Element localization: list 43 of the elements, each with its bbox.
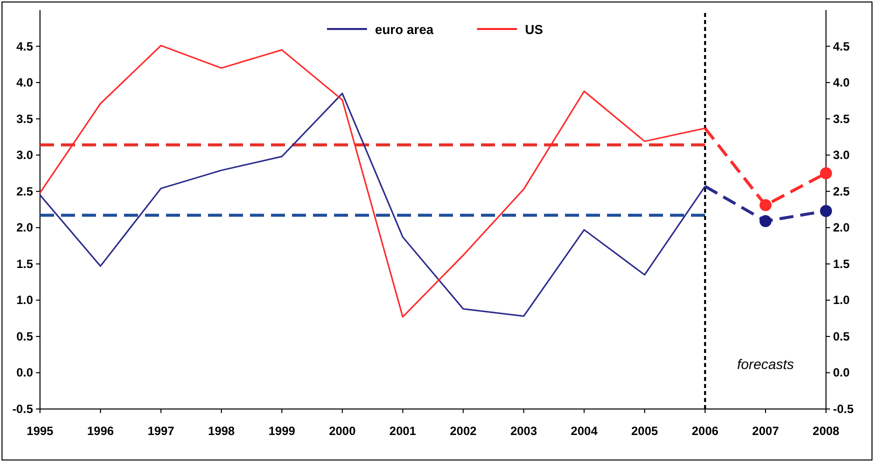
x-tick-label: 2008 (812, 424, 840, 438)
x-tick-label: 1999 (268, 424, 296, 438)
x-tick-label: 2007 (752, 424, 780, 438)
x-tick-label: 1997 (148, 424, 175, 438)
y2-tick-label: 4.0 (833, 76, 850, 90)
point (760, 199, 772, 212)
y2-tick-label: 0.0 (833, 366, 850, 380)
x-tick-label: 2004 (570, 424, 598, 438)
y-tick-label: 0.0 (16, 366, 34, 380)
y-tick-label: 1.5 (16, 256, 34, 271)
point (760, 215, 772, 228)
annotation: forecasts (737, 356, 794, 372)
y-tick-label: 2.5 (16, 184, 34, 198)
y-tick-label: 1.0 (16, 293, 34, 308)
x-tick-label: 2006 (692, 424, 719, 438)
y-tick-label: 4.5 (16, 39, 34, 54)
x-tick-label: 1998 (208, 424, 236, 438)
y2-tick-label: 1.0 (833, 293, 850, 308)
y-tick-label: 4.0 (16, 76, 34, 90)
y-tick-label: -0.5 (12, 402, 34, 416)
y-tick-label: 2.0 (16, 220, 34, 235)
x-tick-label: 2001 (389, 424, 416, 438)
x-tick-label: 2005 (631, 424, 658, 438)
y2-tick-label: 2.0 (833, 220, 850, 235)
x-tick-label: 2000 (328, 424, 356, 438)
y2-tick-label: 1.5 (833, 256, 850, 271)
y2-tick-label: 0.5 (833, 329, 850, 344)
y2-tick-label: 2.5 (833, 184, 850, 198)
legend-label: US (525, 22, 544, 37)
y2-tick-label: -0.5 (833, 402, 854, 416)
y2-tick-label: 3.0 (833, 148, 850, 162)
x-tick-label: 1996 (87, 424, 114, 438)
point (820, 167, 832, 180)
y2-tick-label: 4.5 (833, 39, 850, 54)
legend-label: euro area (375, 22, 434, 37)
y-tick-label: 0.5 (16, 329, 34, 344)
y-tick-label: 3.5 (16, 112, 34, 126)
x-tick-label: 2003 (510, 424, 538, 438)
x-tick-label: 1995 (26, 424, 54, 438)
y2-tick-label: 3.5 (833, 112, 850, 126)
point (820, 204, 832, 217)
y-tick-label: 3.0 (16, 148, 34, 162)
x-tick-label: 2002 (450, 424, 477, 438)
